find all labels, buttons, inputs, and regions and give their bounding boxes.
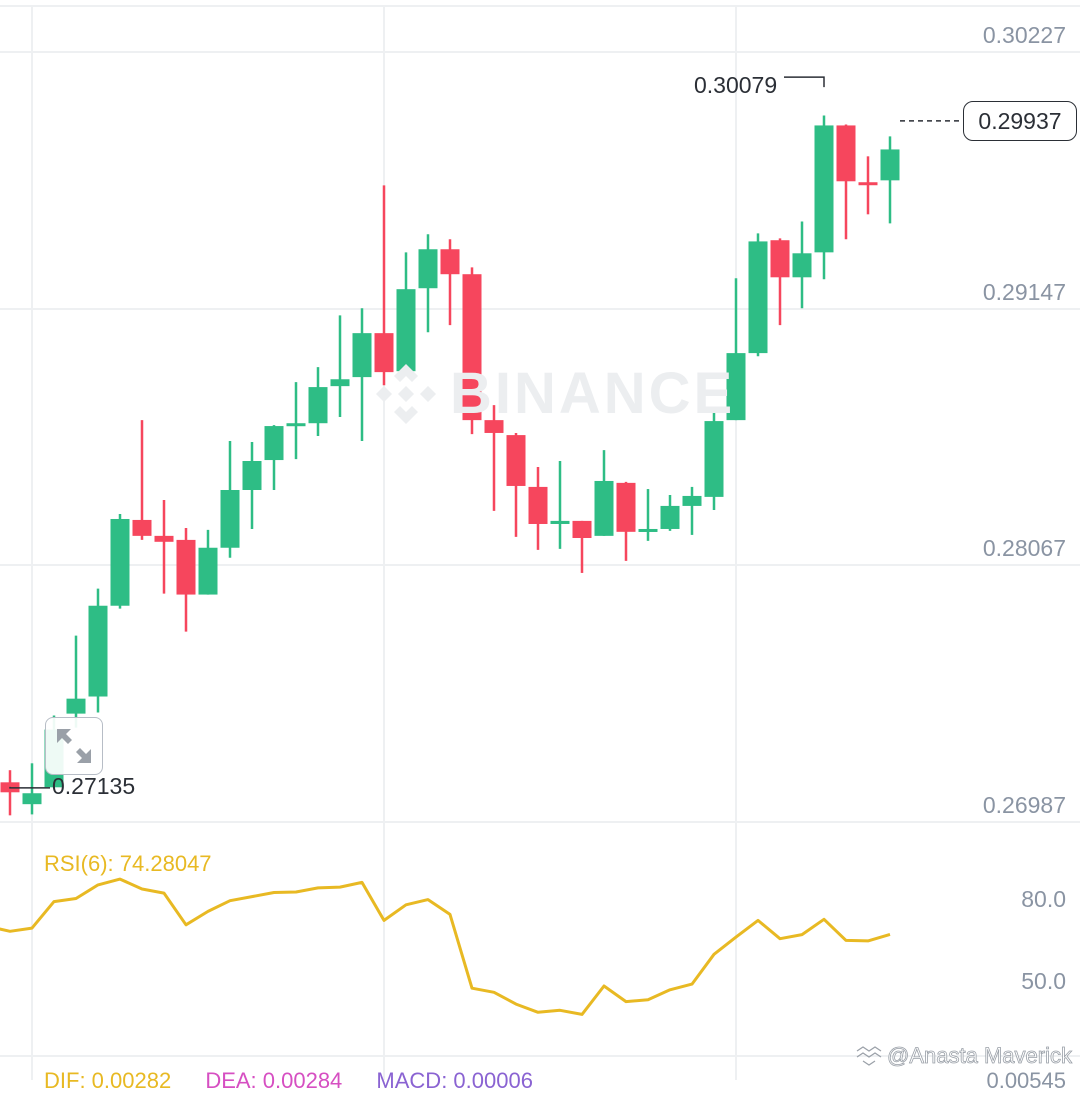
price-axis-label: 0.26987 <box>982 792 1066 818</box>
dif-label: DIF: 0.00282 <box>44 1068 172 1093</box>
candles <box>0 115 900 816</box>
macd-axis-label: 0.00545 <box>986 1068 1066 1093</box>
rsi-axis-label: 80.0 <box>1021 886 1066 912</box>
high-price-label: 0.30079 <box>694 72 778 98</box>
low-price-label: 0.27135 <box>52 773 136 799</box>
grid-lines <box>0 5 1080 1080</box>
price-axis-label: 0.30227 <box>982 22 1066 48</box>
rsi-title: RSI(6): 74.28047 <box>44 851 212 876</box>
price-annotations <box>9 76 962 789</box>
macd-label: MACD: 0.00006 <box>376 1068 533 1093</box>
price-axis-label: 0.29147 <box>982 279 1066 305</box>
dea-label: DEA: 0.00284 <box>205 1068 343 1093</box>
expand-arrows-icon <box>57 729 91 763</box>
macd-legend: DIF: 0.00282 DEA: 0.00284 MACD: 0.00006 <box>44 1068 561 1094</box>
rsi-line <box>0 877 891 1016</box>
rsi-axis-label: 50.0 <box>1021 968 1066 994</box>
expand-chart-button[interactable] <box>45 717 103 775</box>
price-axis-label: 0.28067 <box>982 535 1066 561</box>
last-price-badge[interactable]: 0.29937 <box>963 101 1077 141</box>
